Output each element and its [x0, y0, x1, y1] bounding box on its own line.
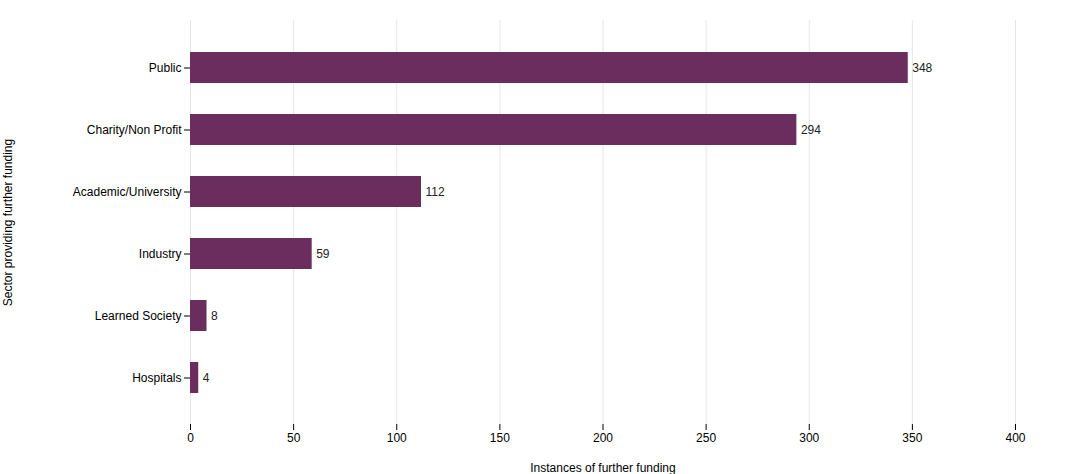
svg-text:Learned Society: Learned Society	[95, 309, 182, 323]
svg-text:400: 400	[1005, 431, 1025, 445]
svg-text:Sector providing further fundi: Sector providing further funding	[1, 139, 15, 306]
svg-text:50: 50	[287, 431, 301, 445]
svg-text:348: 348	[912, 61, 932, 75]
svg-text:Hospitals: Hospitals	[132, 371, 181, 385]
svg-text:Instances of further funding: Instances of further funding	[530, 461, 675, 474]
svg-text:350: 350	[902, 431, 922, 445]
svg-text:Charity/Non Profit: Charity/Non Profit	[87, 123, 182, 137]
svg-text:300: 300	[799, 431, 819, 445]
svg-text:59: 59	[316, 247, 330, 261]
svg-text:112: 112	[426, 185, 445, 199]
svg-text:8: 8	[211, 309, 218, 323]
svg-text:200: 200	[593, 431, 613, 445]
svg-text:Academic/University: Academic/University	[73, 185, 182, 199]
svg-text:Public: Public	[149, 61, 182, 75]
svg-text:250: 250	[696, 431, 716, 445]
svg-text:0: 0	[187, 431, 194, 445]
svg-text:4: 4	[203, 371, 210, 385]
svg-text:100: 100	[387, 431, 407, 445]
svg-text:150: 150	[490, 431, 510, 445]
svg-text:Industry: Industry	[139, 247, 182, 261]
svg-text:294: 294	[801, 123, 821, 137]
